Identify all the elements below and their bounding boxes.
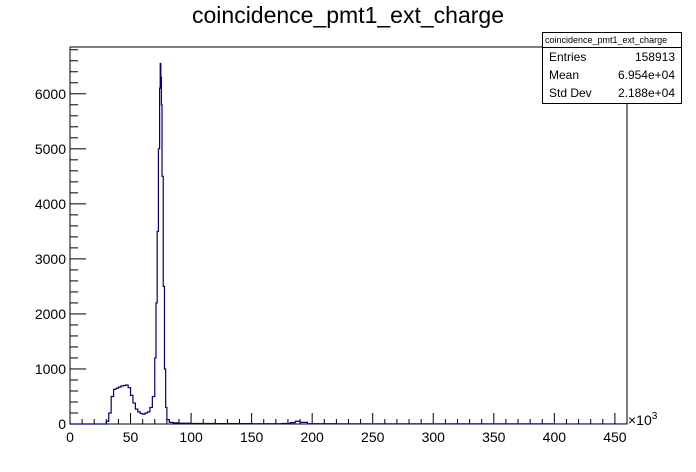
y-tick-label: 5000 [35,141,66,157]
stats-row-entries: Entries 158913 [543,48,681,66]
x-tick-label: 350 [482,429,506,445]
x-tick-label: 0 [66,429,74,445]
stats-box: coincidence_pmt1_ext_charge Entries 1589… [542,32,682,104]
y-tick-label: 0 [58,416,66,432]
x-tick-label: 450 [603,429,627,445]
stats-box-title: coincidence_pmt1_ext_charge [543,33,681,48]
stats-row-mean: Mean 6.954e+04 [543,66,681,84]
stats-value: 6.954e+04 [617,68,675,82]
y-tick-label: 6000 [35,86,66,102]
y-tick-label: 3000 [35,251,66,267]
y-tick-label: 2000 [35,306,66,322]
stats-row-stddev: Std Dev 2.188e+04 [543,84,681,102]
x-exponent-label: ×103 [628,411,658,428]
stats-label: Entries [549,50,587,64]
x-tick-label: 400 [543,429,567,445]
x-tick-label: 50 [123,429,139,445]
y-axis-ticks: 0 1000 2000 3000 4000 5000 6000 [35,49,86,432]
y-tick-label: 4000 [35,196,66,212]
histogram-line [70,62,628,425]
chart-title: coincidence_pmt1_ext_charge [192,2,504,28]
y-tick-label: 1000 [35,361,66,377]
x-tick-label: 200 [300,429,324,445]
x-axis-ticks: 0 50 100 150 200 250 300 350 400 450 [66,413,628,445]
x-tick-label: 150 [240,429,264,445]
x-tick-label: 250 [361,429,385,445]
x-tick-label: 100 [179,429,203,445]
stats-value: 158913 [634,50,675,64]
x-tick-label: 300 [422,429,446,445]
stats-label: Std Dev [549,86,592,100]
stats-label: Mean [549,68,580,82]
stats-value: 2.188e+04 [617,86,675,100]
